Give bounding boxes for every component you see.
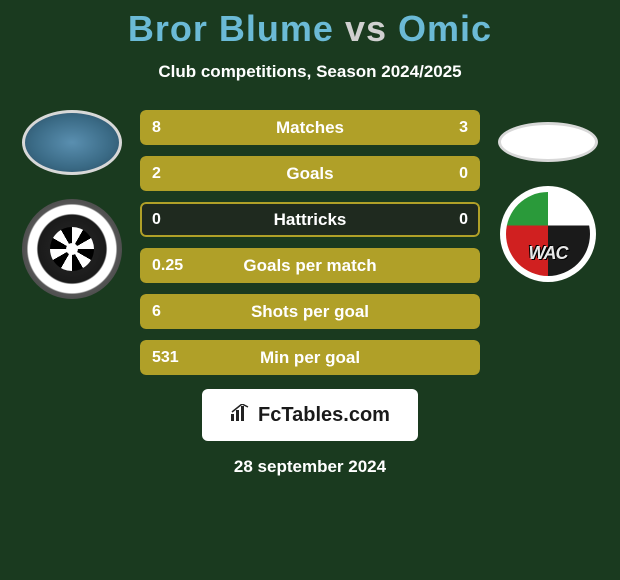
stat-label: Matches xyxy=(276,118,344,138)
stat-bar: 6 Shots per goal xyxy=(140,294,480,329)
stat-bar: 2 Goals 0 xyxy=(140,156,480,191)
left-side xyxy=(22,110,122,299)
stat-bar: 8 Matches 3 xyxy=(140,110,480,145)
stat-bar: 531 Min per goal xyxy=(140,340,480,375)
stat-label: Shots per goal xyxy=(251,302,369,322)
stat-value-left: 2 xyxy=(152,165,161,183)
player2-name: Omic xyxy=(398,8,492,49)
comparison-panel: 8 Matches 3 2 Goals 0 0 Hattricks 0 0.25 Goals per… xyxy=(0,110,620,375)
player1-name: Bror Blume xyxy=(128,8,334,49)
stat-value-left: 8 xyxy=(152,119,161,137)
infographic-root: Bror Blume vs Omic Club competitions, Se… xyxy=(0,0,620,477)
player1-club-badge xyxy=(22,199,122,299)
player2-avatar xyxy=(498,122,598,162)
footer-date: 28 september 2024 xyxy=(0,457,620,477)
right-side xyxy=(498,110,598,282)
stat-value-right: 0 xyxy=(459,165,468,183)
stat-value-left: 531 xyxy=(152,349,179,367)
stat-label: Goals xyxy=(286,164,333,184)
player2-club-badge xyxy=(500,186,596,282)
stat-value-right: 3 xyxy=(459,119,468,137)
subtitle: Club competitions, Season 2024/2025 xyxy=(0,62,620,82)
stat-value-left: 6 xyxy=(152,303,161,321)
stat-label: Goals per match xyxy=(243,256,376,276)
brand-text: FcTables.com xyxy=(258,404,390,427)
stat-label: Min per goal xyxy=(260,348,360,368)
stat-label: Hattricks xyxy=(274,210,347,230)
stat-value-right: 0 xyxy=(459,211,468,229)
stat-bars: 8 Matches 3 2 Goals 0 0 Hattricks 0 0.25 Goals per… xyxy=(140,110,480,375)
brand-badge: FcTables.com xyxy=(202,389,418,441)
stat-bar: 0.25 Goals per match xyxy=(140,248,480,283)
page-title: Bror Blume vs Omic xyxy=(0,8,620,50)
vs-separator: vs xyxy=(345,8,387,49)
player1-avatar xyxy=(22,110,122,175)
chart-icon xyxy=(230,404,252,427)
stat-value-left: 0.25 xyxy=(152,257,183,275)
stat-value-left: 0 xyxy=(152,211,161,229)
stat-bar: 0 Hattricks 0 xyxy=(140,202,480,237)
